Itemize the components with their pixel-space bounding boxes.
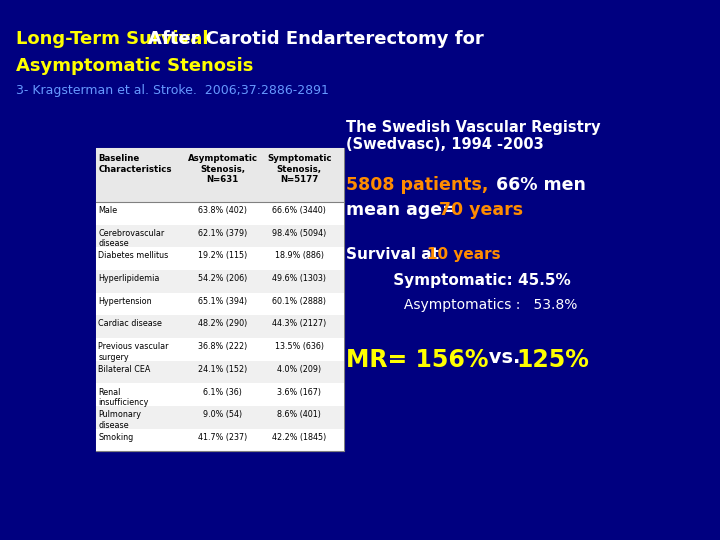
Text: 36.8% (222): 36.8% (222) — [198, 342, 247, 351]
FancyBboxPatch shape — [96, 361, 344, 383]
Text: Survival at: Survival at — [346, 247, 444, 262]
Text: 9.0% (54): 9.0% (54) — [203, 410, 242, 419]
Text: 44.3% (2127): 44.3% (2127) — [272, 320, 326, 328]
Text: vs.: vs. — [482, 348, 528, 367]
Text: Baseline
Characteristics: Baseline Characteristics — [99, 154, 172, 173]
Text: 66.6% (3440): 66.6% (3440) — [272, 206, 326, 215]
Text: Cerebrovascular
disease: Cerebrovascular disease — [99, 229, 165, 248]
Text: Bilateral CEA: Bilateral CEA — [99, 365, 150, 374]
Text: Diabetes mellitus: Diabetes mellitus — [99, 252, 168, 260]
Text: Pulmonary
disease: Pulmonary disease — [99, 410, 141, 430]
FancyBboxPatch shape — [96, 270, 344, 293]
FancyBboxPatch shape — [96, 247, 344, 270]
FancyBboxPatch shape — [96, 148, 344, 451]
Text: Asymptomatics :   53.8%: Asymptomatics : 53.8% — [382, 298, 577, 312]
Text: Hypertension: Hypertension — [99, 297, 152, 306]
Text: 49.6% (1303): 49.6% (1303) — [272, 274, 326, 283]
Text: 3- Kragsterman et al. Stroke.  2006;37:2886-2891: 3- Kragsterman et al. Stroke. 2006;37:28… — [16, 84, 329, 97]
Text: After Carotid Endarterectomy for: After Carotid Endarterectomy for — [148, 30, 483, 48]
Text: Long-Term Survival: Long-Term Survival — [16, 30, 215, 48]
Text: 62.1% (379): 62.1% (379) — [198, 229, 247, 238]
FancyBboxPatch shape — [96, 338, 344, 361]
Text: MR= 156%: MR= 156% — [346, 348, 488, 372]
FancyBboxPatch shape — [96, 202, 344, 225]
Text: 41.7% (237): 41.7% (237) — [198, 433, 247, 442]
Text: 5808 patients,: 5808 patients, — [346, 176, 488, 193]
Text: 8.6% (401): 8.6% (401) — [277, 410, 321, 419]
Text: Symptomatic
Stenosis,
N=5177: Symptomatic Stenosis, N=5177 — [267, 154, 331, 184]
Text: 125%: 125% — [516, 348, 589, 372]
Text: 19.2% (115): 19.2% (115) — [198, 252, 247, 260]
Text: Symptomatic: 45.5%: Symptomatic: 45.5% — [367, 273, 571, 288]
Text: 98.4% (5094): 98.4% (5094) — [272, 229, 326, 238]
Text: mean age=: mean age= — [346, 201, 462, 219]
Text: Asymptomatic Stenosis: Asymptomatic Stenosis — [16, 57, 253, 75]
Text: Asymptomatic
Stenosis,
N=631: Asymptomatic Stenosis, N=631 — [187, 154, 258, 184]
FancyBboxPatch shape — [96, 315, 344, 338]
FancyBboxPatch shape — [96, 148, 344, 202]
Text: 63.8% (402): 63.8% (402) — [198, 206, 247, 215]
Text: 4.0% (209): 4.0% (209) — [277, 365, 321, 374]
Text: 70 years: 70 years — [439, 201, 523, 219]
FancyBboxPatch shape — [96, 383, 344, 406]
Text: Hyperlipidemia: Hyperlipidemia — [99, 274, 160, 283]
FancyBboxPatch shape — [96, 429, 344, 451]
Text: 6.1% (36): 6.1% (36) — [203, 388, 242, 396]
FancyBboxPatch shape — [96, 225, 344, 247]
Text: Male: Male — [99, 206, 117, 215]
Text: 42.2% (1845): 42.2% (1845) — [272, 433, 326, 442]
Text: Previous vascular
surgery: Previous vascular surgery — [99, 342, 169, 362]
Text: 3.6% (167): 3.6% (167) — [277, 388, 321, 396]
Text: 18.9% (886): 18.9% (886) — [275, 252, 324, 260]
Text: 13.5% (636): 13.5% (636) — [275, 342, 324, 351]
FancyBboxPatch shape — [96, 406, 344, 429]
Text: 10 years: 10 years — [427, 247, 500, 262]
Text: 54.2% (206): 54.2% (206) — [198, 274, 247, 283]
Text: 60.1% (2888): 60.1% (2888) — [272, 297, 326, 306]
Text: The Swedish Vascular Registry
(Swedvasc), 1994 -2003: The Swedish Vascular Registry (Swedvasc)… — [346, 120, 600, 152]
Text: 66% men: 66% men — [484, 176, 585, 193]
Text: 48.2% (290): 48.2% (290) — [198, 320, 247, 328]
Text: Cardiac disease: Cardiac disease — [99, 320, 162, 328]
Text: Renal
insufficiency: Renal insufficiency — [99, 388, 149, 407]
FancyBboxPatch shape — [96, 293, 344, 315]
Text: 65.1% (394): 65.1% (394) — [198, 297, 247, 306]
Text: 24.1% (152): 24.1% (152) — [198, 365, 247, 374]
Text: Smoking: Smoking — [99, 433, 134, 442]
